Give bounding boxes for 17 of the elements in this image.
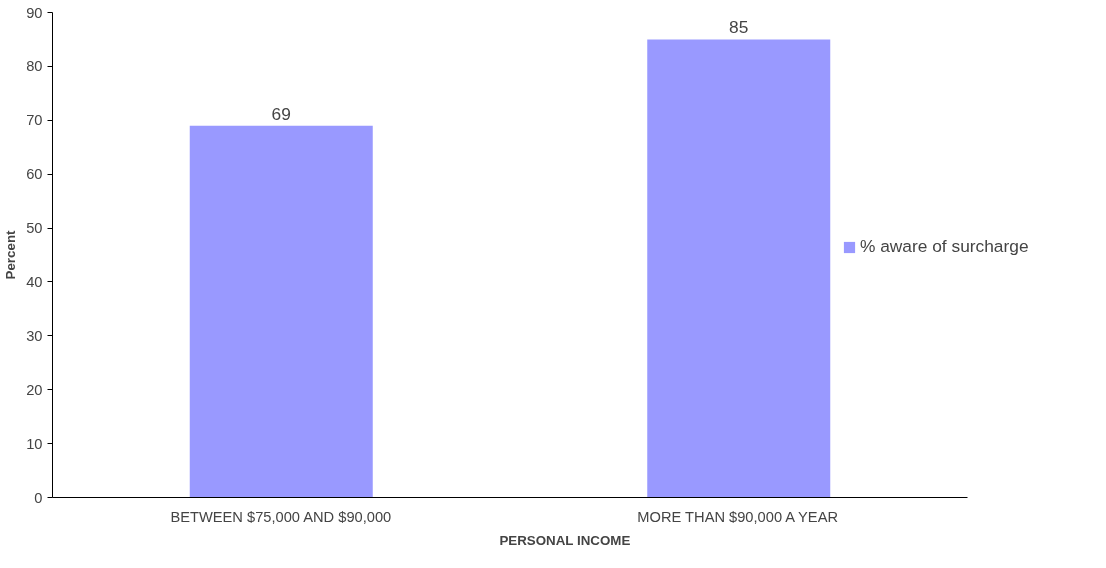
y-tick-label: 0 (34, 489, 43, 506)
data-label: 85 (729, 17, 749, 38)
y-tick-label: 90 (26, 4, 43, 21)
y-tick-label: 60 (26, 166, 43, 183)
y-tick-label: 10 (26, 435, 43, 452)
y-tick-label: 80 (26, 58, 43, 75)
x-tick-label: MORE THAN $90,000 A YEAR (637, 508, 839, 525)
y-tick-label: 20 (26, 381, 43, 398)
y-tick-label: 70 (26, 112, 43, 129)
y-tick-label: 40 (26, 273, 43, 290)
y-tick-label: 30 (26, 327, 43, 344)
y-tick-label: 50 (26, 220, 43, 237)
legend-label: % aware of surcharge (860, 236, 1029, 257)
x-tick-label: BETWEEN $75,000 AND $90,000 (170, 508, 392, 525)
y-axis-title: Percent (3, 229, 19, 280)
data-label: 69 (271, 103, 291, 124)
x-axis-title: PERSONAL INCOME (499, 532, 631, 548)
